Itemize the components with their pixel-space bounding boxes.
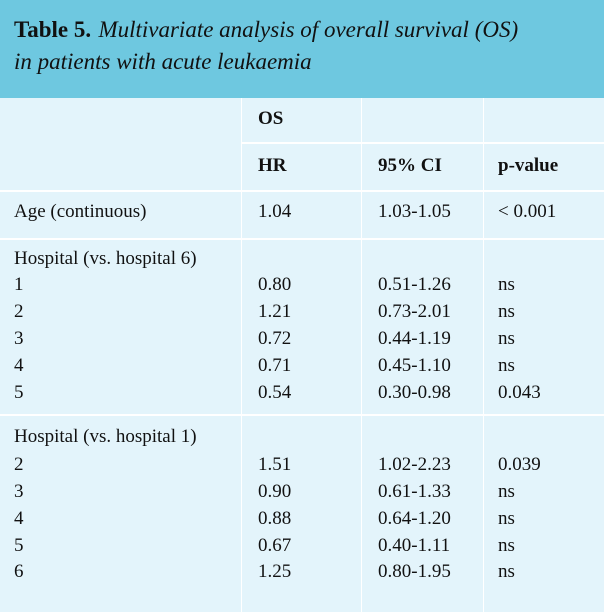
hr-value: 0.72: [258, 328, 292, 349]
table-caption: Table 5. Multivariate analysis of overal…: [0, 0, 604, 98]
p-value: ns: [498, 481, 515, 502]
row-label: 5: [14, 535, 24, 556]
p-value: ns: [498, 355, 515, 376]
row-label: 1: [14, 274, 24, 295]
column-divider: [483, 98, 484, 612]
hr-value: 0.88: [258, 508, 292, 529]
p-value: ns: [498, 301, 515, 322]
caption-text-1: Multivariate analysis of overall surviva…: [98, 17, 519, 42]
p-value: 0.043: [498, 382, 541, 403]
ci-value: 1.03-1.05: [378, 201, 451, 222]
ci-value: 0.61-1.33: [378, 481, 451, 502]
ci-value: 0.40-1.11: [378, 535, 451, 556]
header-bottom-rule: [0, 190, 604, 192]
caption-line-1: Table 5. Multivariate analysis of overal…: [14, 14, 588, 46]
hr-value: 1.51: [258, 454, 292, 475]
hr-value: 0.54: [258, 382, 292, 403]
group-header-os: OS: [258, 108, 284, 129]
p-value: < 0.001: [498, 201, 557, 222]
hr-value: 1.04: [258, 201, 292, 222]
p-value: ns: [498, 328, 515, 349]
hr-value: 0.67: [258, 535, 292, 556]
row-label: 2: [14, 454, 24, 475]
row-label: Age (continuous): [14, 201, 147, 222]
results-table: OS HR 95% CI p-value Age (continuous) 1.…: [0, 98, 604, 612]
p-value: ns: [498, 535, 515, 556]
column-header-hr: HR: [258, 155, 287, 176]
row-label: 3: [14, 328, 24, 349]
column-divider: [361, 98, 362, 612]
p-value: ns: [498, 561, 515, 582]
ci-value: 0.64-1.20: [378, 508, 451, 529]
row-label: 4: [14, 355, 24, 376]
p-value: 0.039: [498, 454, 541, 475]
p-value: ns: [498, 274, 515, 295]
row-label: 6: [14, 561, 24, 582]
row-label: 3: [14, 481, 24, 502]
ci-value: 0.51-1.26: [378, 274, 451, 295]
row-label: 2: [14, 301, 24, 322]
hr-value: 0.71: [258, 355, 292, 376]
hr-value: 0.80: [258, 274, 292, 295]
hr-value: 1.25: [258, 561, 292, 582]
column-header-ci: 95% CI: [378, 155, 442, 176]
row-label: 4: [14, 508, 24, 529]
column-divider: [241, 98, 242, 612]
header-rule: [241, 142, 604, 144]
column-header-pvalue: p-value: [498, 155, 559, 176]
ci-value: 0.44-1.19: [378, 328, 451, 349]
section-title: Hospital (vs. hospital 6): [14, 248, 197, 269]
row-rule: [0, 238, 604, 240]
p-value: ns: [498, 508, 515, 529]
ci-value: 0.45-1.10: [378, 355, 451, 376]
section-title: Hospital (vs. hospital 1): [14, 426, 197, 447]
row-label: 5: [14, 382, 24, 403]
ci-value: 0.30-0.98: [378, 382, 451, 403]
caption-text-2: in patients with acute leukaemia: [14, 49, 312, 74]
hr-value: 1.21: [258, 301, 292, 322]
section-rule: [0, 414, 604, 416]
ci-value: 0.80-1.95: [378, 561, 451, 582]
ci-value: 0.73-2.01: [378, 301, 451, 322]
table-number: Table 5.: [14, 17, 92, 42]
hr-value: 0.90: [258, 481, 292, 502]
ci-value: 1.02-2.23: [378, 454, 451, 475]
